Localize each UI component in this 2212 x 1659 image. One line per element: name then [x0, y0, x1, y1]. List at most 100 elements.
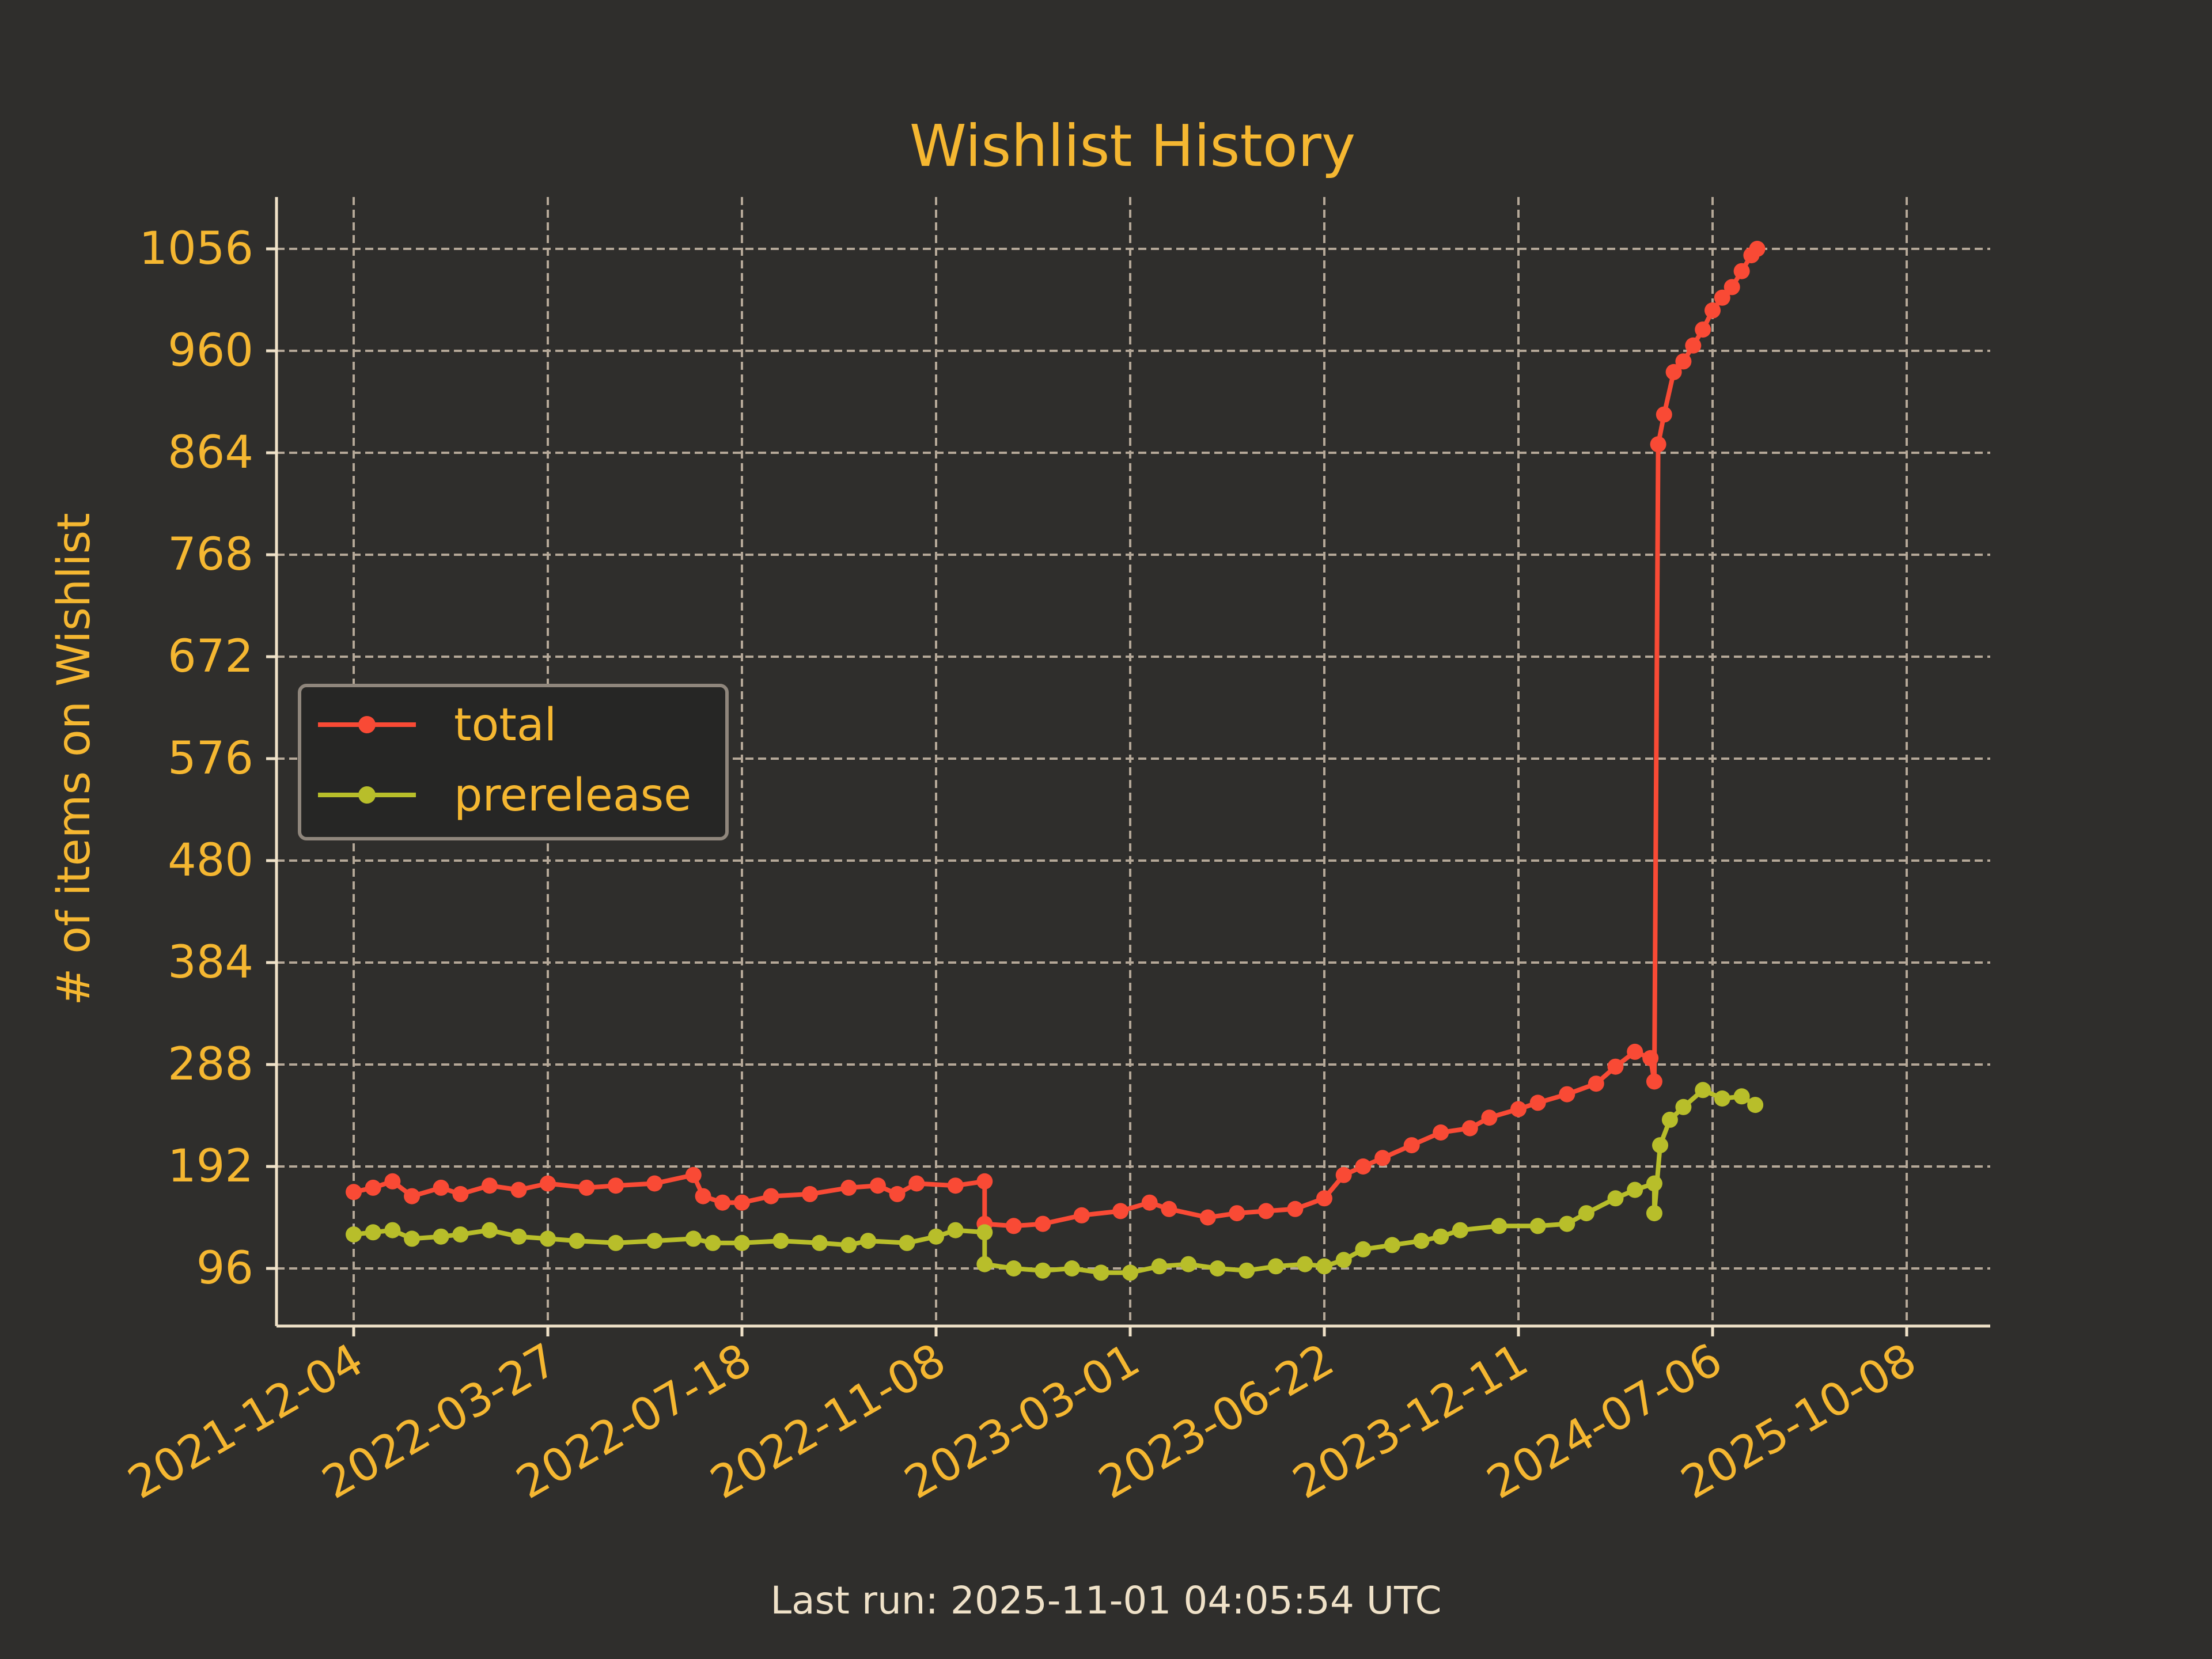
data-point-prerelease — [569, 1233, 585, 1249]
data-point-prerelease — [1491, 1218, 1508, 1234]
data-point-prerelease — [1151, 1258, 1168, 1275]
legend-marker-prerelease — [358, 786, 376, 804]
data-point-total — [1316, 1190, 1332, 1207]
data-point-prerelease — [1297, 1256, 1313, 1272]
data-point-prerelease — [1316, 1258, 1332, 1275]
last-run-footer: Last run: 2025-11-01 04:05:54 UTC — [770, 1578, 1442, 1623]
data-point-prerelease — [976, 1256, 993, 1272]
data-point-total — [1714, 289, 1730, 306]
data-point-prerelease — [704, 1234, 721, 1251]
data-point-total — [1510, 1101, 1527, 1118]
data-point-prerelease — [510, 1228, 527, 1245]
data-point-total — [578, 1179, 595, 1196]
data-point-total — [608, 1177, 624, 1194]
data-point-prerelease — [1238, 1262, 1255, 1279]
data-point-total — [1199, 1209, 1216, 1226]
data-point-total — [1675, 353, 1692, 370]
data-point-total — [1005, 1218, 1022, 1234]
data-point-prerelease — [1005, 1260, 1022, 1277]
data-point-prerelease — [1355, 1241, 1372, 1257]
data-point-prerelease — [1122, 1264, 1138, 1281]
data-point-total — [1559, 1086, 1575, 1103]
data-point-prerelease — [1559, 1215, 1575, 1232]
data-point-prerelease — [899, 1234, 915, 1251]
series-prerelease — [346, 1082, 1764, 1281]
data-point-prerelease — [1180, 1256, 1197, 1272]
series-line-prerelease — [351, 1088, 1758, 1275]
data-point-total — [1529, 1094, 1546, 1111]
legend-label-total: total — [454, 699, 556, 751]
data-point-prerelease — [1035, 1262, 1051, 1279]
y-tick-label: 192 — [168, 1141, 253, 1192]
data-point-prerelease — [928, 1228, 944, 1245]
data-point-total — [763, 1188, 779, 1205]
data-point-total — [1112, 1203, 1129, 1219]
data-point-total — [1665, 363, 1682, 380]
axes — [275, 197, 1990, 1328]
data-point-prerelease — [1384, 1237, 1400, 1253]
data-point-total — [1656, 406, 1672, 423]
data-point-prerelease — [1747, 1097, 1764, 1113]
data-point-prerelease — [1733, 1088, 1750, 1105]
data-point-total — [1733, 263, 1750, 279]
y-tick-label: 1056 — [139, 223, 253, 275]
data-point-prerelease — [1714, 1090, 1730, 1107]
data-point-prerelease — [346, 1226, 362, 1243]
data-point-total — [1229, 1205, 1245, 1222]
data-point-prerelease — [860, 1233, 876, 1249]
y-tick-label: 384 — [168, 937, 253, 988]
data-point-total — [1695, 321, 1711, 338]
data-point-total — [714, 1194, 731, 1211]
data-point-prerelease — [1695, 1082, 1711, 1099]
data-point-prerelease — [433, 1228, 449, 1245]
data-point-total — [1335, 1166, 1352, 1183]
y-tick-label: 768 — [168, 529, 253, 581]
data-point-prerelease — [1335, 1252, 1352, 1268]
data-point-prerelease — [1063, 1260, 1080, 1277]
data-point-total — [433, 1179, 449, 1196]
data-point-total — [734, 1194, 750, 1211]
data-point-prerelease — [481, 1222, 498, 1238]
x-axis-ticks: 2021-12-042022-03-272022-07-182022-11-08… — [120, 1326, 1925, 1509]
data-point-total — [1685, 337, 1702, 354]
series-total — [346, 241, 1766, 1234]
data-point-total — [1588, 1075, 1604, 1092]
data-point-total — [840, 1179, 857, 1196]
grid-lines — [276, 197, 1990, 1326]
y-tick-label: 864 — [168, 427, 253, 479]
data-point-prerelease — [811, 1234, 828, 1251]
data-point-prerelease — [1646, 1205, 1662, 1222]
y-tick-label: 288 — [168, 1039, 253, 1090]
data-point-prerelease — [1452, 1222, 1468, 1238]
data-point-prerelease — [1652, 1137, 1668, 1154]
legend: total prerelease — [298, 684, 729, 840]
data-point-total — [384, 1173, 401, 1190]
data-point-total — [1627, 1043, 1643, 1060]
data-point-prerelease — [1267, 1258, 1284, 1275]
data-point-prerelease — [976, 1224, 993, 1241]
data-point-total — [1141, 1194, 1158, 1211]
data-point-total — [1724, 279, 1740, 296]
data-point-total — [1257, 1203, 1274, 1219]
data-point-total — [1481, 1109, 1498, 1126]
data-point-total — [1355, 1158, 1372, 1175]
legend-marker-total — [358, 716, 376, 733]
data-point-prerelease — [685, 1230, 702, 1247]
data-point-prerelease — [1646, 1175, 1662, 1192]
data-point-prerelease — [840, 1237, 857, 1253]
data-point-total — [1607, 1058, 1624, 1075]
y-tick-label: 672 — [168, 631, 253, 683]
data-point-total — [1642, 1050, 1659, 1066]
data-point-prerelease — [1578, 1205, 1594, 1222]
data-point-total — [481, 1177, 498, 1194]
data-point-total — [1650, 436, 1666, 453]
data-point-prerelease — [452, 1226, 469, 1243]
data-point-total — [1433, 1124, 1449, 1141]
data-point-total — [1646, 1073, 1662, 1090]
data-point-prerelease — [404, 1230, 421, 1247]
data-point-total — [365, 1179, 381, 1196]
data-point-total — [1035, 1215, 1051, 1232]
data-point-total — [889, 1185, 906, 1202]
data-point-total — [1287, 1200, 1304, 1217]
